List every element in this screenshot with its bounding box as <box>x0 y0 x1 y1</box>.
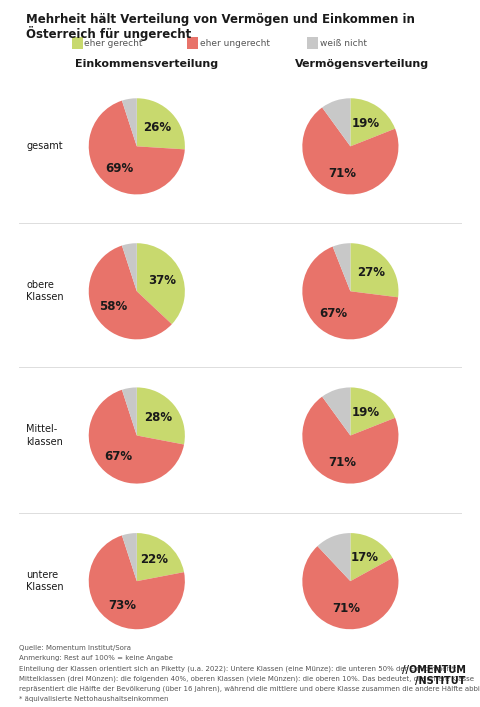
Text: eher gerecht: eher gerecht <box>84 39 143 47</box>
Text: Mittel-
klassen: Mittel- klassen <box>26 424 63 447</box>
Wedge shape <box>322 387 350 436</box>
Wedge shape <box>89 390 184 484</box>
Wedge shape <box>122 533 137 581</box>
Wedge shape <box>137 243 185 325</box>
Wedge shape <box>89 245 172 339</box>
Wedge shape <box>122 243 137 291</box>
Text: 27%: 27% <box>357 267 385 279</box>
Wedge shape <box>350 533 393 581</box>
Wedge shape <box>302 247 398 339</box>
Text: 69%: 69% <box>106 162 134 175</box>
Wedge shape <box>322 98 350 146</box>
Wedge shape <box>302 107 398 194</box>
Text: 37%: 37% <box>148 274 176 287</box>
Text: 71%: 71% <box>332 602 360 615</box>
Text: 71%: 71% <box>329 456 357 469</box>
Text: 67%: 67% <box>319 307 348 320</box>
Text: * äquivalisierte Nettohaushaltseinkommen: * äquivalisierte Nettohaushaltseinkommen <box>19 696 168 701</box>
Wedge shape <box>302 397 398 484</box>
Text: 19%: 19% <box>352 117 380 130</box>
Text: repräsentiert die Hälfte der Bevölkerung (über 16 Jahren), während die mittlere : repräsentiert die Hälfte der Bevölkerung… <box>19 686 480 692</box>
Text: 58%: 58% <box>99 300 127 312</box>
Wedge shape <box>122 98 137 146</box>
Text: Mehrheit hält Verteilung von Vermögen und Einkommen in: Mehrheit hält Verteilung von Vermögen un… <box>26 13 415 25</box>
Text: Anmerkung: Rest auf 100% = keine Angabe: Anmerkung: Rest auf 100% = keine Angabe <box>19 655 173 660</box>
Wedge shape <box>137 98 185 149</box>
Wedge shape <box>122 387 137 436</box>
Text: 71%: 71% <box>329 167 357 180</box>
Text: Einkommensverteilung: Einkommensverteilung <box>75 59 218 69</box>
Wedge shape <box>350 387 395 436</box>
Text: weiß nicht: weiß nicht <box>320 39 367 47</box>
Text: 67%: 67% <box>104 450 132 463</box>
Text: 17%: 17% <box>350 551 379 563</box>
Text: obere
Klassen: obere Klassen <box>26 280 64 303</box>
Wedge shape <box>137 533 184 581</box>
Text: 73%: 73% <box>108 599 137 612</box>
Text: Einteilung der Klassen orientiert sich an Piketty (u.a. 2022): Untere Klassen (e: Einteilung der Klassen orientiert sich a… <box>19 666 457 672</box>
Text: Vermögensverteilung: Vermögensverteilung <box>295 59 430 69</box>
Wedge shape <box>333 243 350 291</box>
Wedge shape <box>302 546 398 629</box>
Text: 22%: 22% <box>141 553 168 566</box>
Text: Quelle: Momentum Institut/Sora: Quelle: Momentum Institut/Sora <box>19 645 131 650</box>
Text: 19%: 19% <box>352 406 380 419</box>
Text: untere
Klassen: untere Klassen <box>26 570 64 592</box>
Text: Mittelklassen (drei Münzen): die folgenden 40%, oberen Klassen (viele Münzen): d: Mittelklassen (drei Münzen): die folgend… <box>19 676 474 682</box>
Wedge shape <box>89 100 185 194</box>
Wedge shape <box>137 387 185 445</box>
Wedge shape <box>89 535 185 629</box>
Text: gesamt: gesamt <box>26 141 63 151</box>
Text: Österreich für ungerecht: Österreich für ungerecht <box>26 26 192 41</box>
Text: 26%: 26% <box>143 121 171 134</box>
Wedge shape <box>317 533 350 581</box>
Wedge shape <box>350 98 395 146</box>
Text: //OMENTUM
/NSTITUT: //OMENTUM /NSTITUT <box>402 665 466 686</box>
Text: 28%: 28% <box>144 411 172 424</box>
Wedge shape <box>350 243 398 298</box>
Text: eher ungerecht: eher ungerecht <box>200 39 270 47</box>
